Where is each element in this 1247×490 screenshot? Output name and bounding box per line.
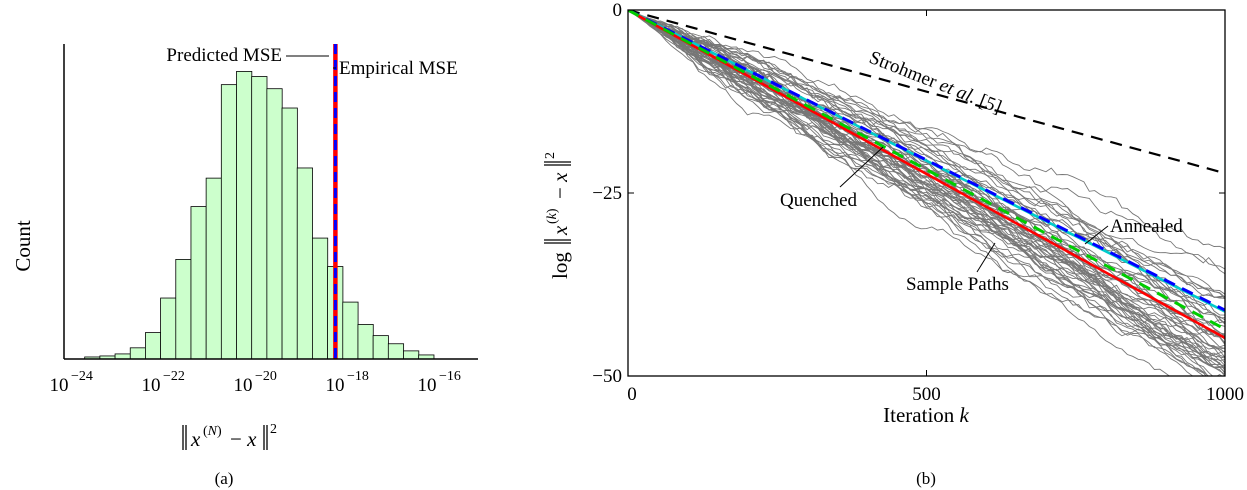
svg-text:x: x xyxy=(548,225,572,236)
histogram-bars xyxy=(84,71,435,360)
strohmer-bound-line xyxy=(628,10,1225,175)
caption-b: (b) xyxy=(916,469,936,488)
y-tick-label: −25 xyxy=(592,183,622,204)
svg-text:x: x xyxy=(190,427,201,451)
sample-paths-label: Sample Paths xyxy=(906,274,1009,295)
x-tick-labels: 10 −24 10 −22 10 −20 10 −18 10 −16 xyxy=(50,369,461,396)
tick-marks xyxy=(627,9,1226,377)
sample-path xyxy=(628,10,1225,369)
svg-text:log: log xyxy=(548,252,572,279)
y-tick-label: 0 xyxy=(613,0,623,21)
svg-text:2: 2 xyxy=(270,422,277,437)
strohmer-label: Strohmer et al. [5] xyxy=(866,47,1004,118)
x-tick-label: 0 xyxy=(627,384,637,405)
sample-path xyxy=(628,10,1225,375)
theory-lines xyxy=(628,10,1225,340)
y-tick-label: −50 xyxy=(592,366,622,387)
quenched-dashed-line xyxy=(628,10,1225,331)
histogram-bar xyxy=(160,297,177,360)
empirical-mse-label: Empirical MSE xyxy=(339,58,458,79)
caption-a: (a) xyxy=(215,469,234,488)
x-tick-label: 10 xyxy=(326,375,345,396)
sample-path xyxy=(628,10,1225,344)
annealed-leader xyxy=(1084,225,1109,245)
x-axis-label: Iteration k xyxy=(883,403,969,427)
sample-path xyxy=(628,10,1209,376)
histogram-bar xyxy=(342,301,359,360)
sample-paths xyxy=(628,10,1225,376)
x-tick-exponent: −22 xyxy=(163,369,185,384)
quenched-line xyxy=(628,10,1225,340)
sample-path xyxy=(628,10,1225,376)
histogram-bar xyxy=(236,71,253,360)
histogram-bar xyxy=(403,350,420,360)
x-tick-label: 10 xyxy=(50,375,69,396)
svg-text:2: 2 xyxy=(543,152,558,159)
histogram-bar xyxy=(266,88,283,360)
predicted-mse-label: Predicted MSE xyxy=(166,45,282,66)
y-axis-label: log x (k) − x 2 xyxy=(543,152,572,279)
x-axis-label: x (N) − x 2 xyxy=(182,422,277,451)
svg-text:(N): (N) xyxy=(203,424,222,439)
sample-path xyxy=(628,10,1225,349)
histogram-bar xyxy=(387,343,405,360)
annealed-dashed-line xyxy=(628,10,1225,312)
histogram-bar xyxy=(129,347,146,360)
sample-path xyxy=(628,10,1225,324)
quenched-label: Quenched xyxy=(780,190,858,211)
sample-path xyxy=(628,10,1225,369)
sample-path xyxy=(628,10,1225,374)
sample-path xyxy=(628,10,1207,376)
x-tick-exponent: −16 xyxy=(439,369,461,384)
y-axis-label: Count xyxy=(11,220,35,272)
histogram-bar xyxy=(251,76,268,360)
histogram-bar xyxy=(205,177,222,360)
x-tick-label: 10 xyxy=(234,375,253,396)
sample-path xyxy=(628,10,1225,338)
histogram-bar xyxy=(311,237,329,360)
x-tick-label: 500 xyxy=(912,384,941,405)
histogram-bar xyxy=(175,259,192,360)
histogram-panel: 10 −24 10 −22 10 −20 10 −18 10 −16 Predicted MSE … xyxy=(11,44,478,488)
histogram-bar xyxy=(357,324,374,360)
x-tick-label: 10 xyxy=(142,375,161,396)
sample-path xyxy=(628,10,1225,362)
convergence-panel: 0 500 1000 0 −25 −50 Strohmer et al. [5] Quen… xyxy=(543,0,1244,488)
histogram-bar xyxy=(114,353,131,360)
histogram-bar xyxy=(372,335,389,360)
quenched-leader xyxy=(839,146,884,188)
sample-paths-leader xyxy=(976,242,996,273)
annealed-label: Annealed xyxy=(1110,216,1183,237)
x-tick-exponent: −24 xyxy=(71,369,93,384)
histogram-bar xyxy=(296,167,313,360)
histogram-bar xyxy=(190,206,207,360)
tick-labels: 0 500 1000 0 −25 −50 xyxy=(592,0,1244,405)
x-tick-label: 1000 xyxy=(1206,384,1244,405)
x-tick-exponent: −20 xyxy=(255,369,277,384)
sample-path xyxy=(628,10,1171,376)
svg-text:− x: − x xyxy=(230,427,257,451)
svg-text:− x: − x xyxy=(548,172,572,199)
sample-path xyxy=(628,10,1223,376)
svg-text:(k): (k) xyxy=(545,208,560,224)
sample-path xyxy=(628,10,1225,369)
histogram-bar xyxy=(145,332,162,360)
x-tick-exponent: −18 xyxy=(347,369,369,384)
x-tick-label: 10 xyxy=(418,375,437,396)
histogram-bar xyxy=(281,107,298,360)
histogram-bar xyxy=(220,84,238,360)
